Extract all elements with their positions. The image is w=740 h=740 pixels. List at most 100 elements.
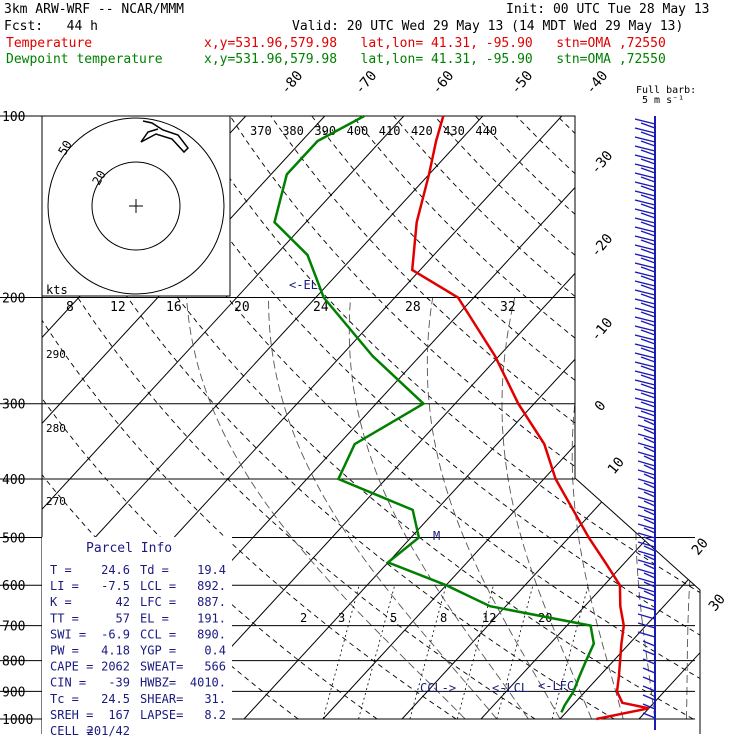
isotherm [164,116,700,720]
dry-adiabat [597,116,700,720]
forecast-hour: Fcst: 44 h [4,19,98,34]
parcel-value: 191. [197,611,226,625]
wind-barb [640,221,656,228]
parcel-label: LI = [50,579,79,593]
wind-barb [643,581,656,588]
wind-barb [643,491,656,498]
mixing-ratio-label: 8 [440,611,447,625]
wind-barb [637,514,656,521]
dry-adiabat [679,116,700,720]
wind-barb [640,347,656,354]
wind-barb [643,419,656,426]
isotherm-label: -80 [278,68,307,98]
wind-barb [634,271,656,278]
wind-barb [640,149,656,156]
isotherm-label: -20 [588,231,617,261]
wind-barb [640,329,656,336]
theta-label: 400 [347,124,369,138]
wind-barb [637,604,656,611]
moist-adiabat [635,297,680,720]
wind-barb [634,325,656,332]
parcel-info-title: Parcel Info [86,541,172,556]
parcel-label: SWI = [50,627,86,641]
isotherm [42,116,484,720]
wind-barb [640,410,656,417]
wind-barb [642,712,656,719]
wind-barb [634,145,656,152]
wind-barb [643,464,656,471]
wind-barb [634,316,656,323]
barb-legend: Full barb: [636,85,696,96]
pressure-label: 700 [2,620,25,635]
hodograph-axis-label: 20 [234,300,250,315]
parcel-label: CAPE = [50,660,93,674]
wind-barb [634,397,656,404]
mixing-ratio-line [551,585,589,720]
wind-barb [637,577,656,584]
wind-barb [643,590,656,597]
wind-barb [640,140,656,147]
el-marker: <-EL [289,278,318,292]
wind-barb [634,226,656,233]
parcel-value: 566 [204,660,226,674]
wind-barb [640,383,656,390]
wind-barb [634,235,656,242]
moist-adiabat [426,297,561,720]
parcel-label: HWBZ= [140,676,176,690]
hodograph-axis-label: 24 [313,300,329,315]
wind-barb [637,478,656,485]
hodograph-ring [47,117,225,295]
wind-barb [634,361,656,368]
wind-barb [642,676,656,683]
wind-barb [640,212,656,219]
wind-barb [634,307,656,314]
isotherm [322,116,700,720]
parcel-label: EL = [140,611,169,625]
wind-barb [643,572,656,579]
wind-barb [637,613,656,620]
dry-adiabat [515,116,700,720]
wind-barb [640,338,656,345]
moist-adiabat [186,297,466,720]
pressure-label: 300 [2,398,25,413]
temperature-line [410,115,650,721]
isotherm-label: -60 [429,68,458,98]
wind-barb [637,631,656,638]
parcel-value: 31. [204,692,226,706]
wind-barb [637,496,656,503]
wind-barb [640,203,656,210]
wind-barb [634,334,656,341]
pressure-label: 200 [2,292,25,307]
parcel-label: LAPSE= [140,708,183,722]
mixing-ratio-label: 5 [390,611,397,625]
wind-barb [640,293,656,300]
wind-barb [640,176,656,183]
wind-barb [637,586,656,593]
wind-barb [643,428,656,435]
wind-barb [637,541,656,548]
wind-barb [637,595,656,602]
wind-barb [637,424,656,431]
pressure-label: 500 [2,531,25,546]
wind-barb [643,437,656,444]
temperature-legend: Temperature [6,36,93,51]
parcel-value: 887. [197,595,226,609]
isotherm [401,116,700,720]
wind-barb [634,136,656,143]
wind-barb [643,545,656,552]
dry-adiabat [188,116,700,720]
mixing-ratio-label: 3 [338,611,345,625]
isotherm-label: -30 [588,148,617,178]
mixing-ratio-line [456,585,494,720]
theta-label: 290 [46,348,66,361]
wind-barb [634,388,656,395]
theta-label: 420 [411,124,433,138]
mixing-ratio-line [496,585,534,720]
dry-adiabat [66,116,694,720]
dry-adiabat [107,116,700,720]
wind-barb [640,392,656,399]
pressure-label: 600 [2,579,25,594]
wind-barb [634,253,656,260]
hodograph-axis-label: 12 [110,300,126,315]
hodograph-axis-label: 8 [66,300,74,315]
